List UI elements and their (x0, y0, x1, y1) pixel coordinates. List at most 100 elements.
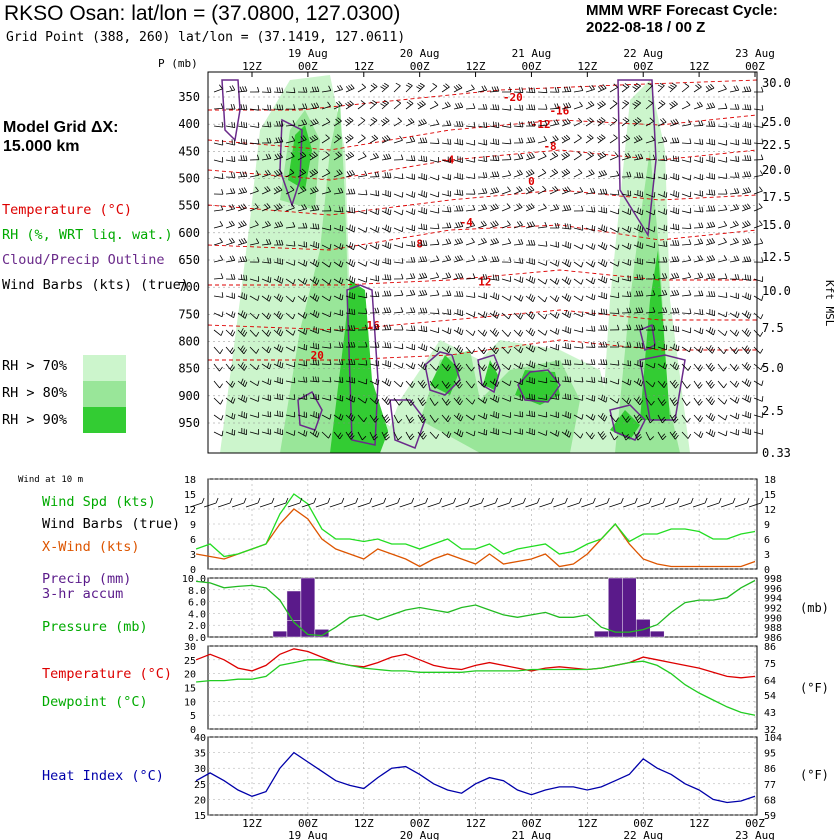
wind-barb-flag (458, 205, 461, 212)
wind-barb-staff (633, 311, 644, 314)
wind-barb-flag (638, 324, 641, 330)
wind-barb-staff (585, 104, 595, 110)
wind-barb (381, 241, 392, 249)
wind-barb-staff (717, 397, 725, 405)
wind-barb (405, 117, 415, 127)
wind-barb-flag (257, 86, 260, 93)
wind-barb-flag (557, 222, 560, 229)
wind-tick-left: 12 (184, 505, 196, 516)
wind-barb-flag (533, 120, 536, 127)
wind-barb-flag (374, 324, 377, 330)
wind-barb-flag (641, 381, 644, 387)
wind-barb-staff (213, 397, 221, 405)
wind-barb (645, 173, 656, 180)
wind-barb-flag (372, 434, 377, 439)
wind-barb-flag (386, 307, 389, 313)
wind-barb-staff (693, 259, 703, 263)
wind-barb (273, 360, 284, 369)
wind-barb-flag (701, 139, 704, 145)
legend-pressure: Pressure (mb) (42, 619, 148, 635)
wind-barb-flag (280, 347, 284, 353)
wind-barb-flag (637, 398, 642, 404)
wind-barb-staff (741, 175, 752, 178)
wind-barb (501, 396, 512, 402)
wind-barb-staff (429, 363, 437, 371)
wind-barb-flag (761, 257, 764, 263)
wind-barb-flag (587, 102, 593, 107)
wind-barb-flag (518, 329, 522, 335)
wind-barb-flag (565, 134, 571, 139)
wind-barb-flag (445, 83, 450, 88)
wind-barb-flag (241, 238, 245, 244)
wind-barb (333, 134, 342, 144)
wind-barb (285, 240, 296, 247)
wind-barb (297, 259, 308, 267)
wind-barb (477, 139, 488, 146)
wind-barb-staff (585, 261, 594, 268)
wind-barb-staff (453, 397, 461, 406)
wind-barb-staff (633, 102, 641, 110)
wind-barb (333, 309, 344, 317)
wind-barb (645, 117, 654, 127)
wind-barb (645, 273, 656, 280)
temp-contour-5 (208, 269, 757, 286)
wind-barb-staff (477, 431, 487, 436)
wind-barb-staff (609, 431, 615, 441)
wind-barb-staff (405, 329, 416, 332)
wind-barb-staff (393, 414, 399, 424)
wind-barb-flag (496, 256, 500, 262)
wind-barb-flag (657, 84, 663, 88)
wind-barb (729, 104, 740, 110)
wind-barb-staff (213, 363, 220, 372)
wind-barb (705, 83, 715, 93)
wind-barb (357, 170, 368, 178)
wind-barb-flag (744, 138, 747, 144)
wind-barb-flag (544, 314, 548, 320)
sfc-wind-barb (734, 502, 748, 508)
wind-barb-staff (525, 414, 535, 418)
wind-barb (249, 295, 260, 301)
wind-barb-flag (687, 433, 692, 439)
wind-barb-flag (316, 432, 320, 438)
wind-barb (285, 260, 296, 266)
wind-barb-staff (381, 414, 387, 423)
wind-barb-flag (497, 294, 500, 300)
wind-barb (441, 255, 452, 263)
wind-barb (225, 274, 236, 280)
wind-barb-staff (597, 414, 605, 422)
wind-barb (705, 327, 716, 336)
wind-barb-flag (219, 255, 224, 261)
wind-barb (465, 84, 475, 93)
wind-barb (657, 82, 665, 93)
sfc-wind-barb-flag (411, 497, 415, 504)
wind-barb-flag (672, 361, 676, 367)
wind-barb-staff (693, 227, 704, 229)
wind-barb (489, 345, 500, 355)
wind-barb-flag (233, 312, 236, 318)
wind-barb-flag (421, 432, 426, 438)
wind-barb-flag (758, 203, 763, 208)
wind-barb-flag (600, 117, 606, 121)
wind-barb (561, 309, 572, 318)
wind-barb-flag (401, 324, 404, 331)
wind-barb (741, 345, 752, 355)
wind-barb-staff (609, 103, 618, 110)
wind-barb (621, 225, 632, 233)
wind-barb-staff (417, 414, 423, 423)
wind-barb-staff (453, 87, 463, 93)
wind-barb-flag (386, 418, 391, 424)
wind-barb-staff (357, 431, 363, 441)
wind-barb-staff (693, 329, 703, 335)
wind-barb-flag (602, 435, 607, 440)
wind-barb-staff (321, 154, 330, 161)
rh-shade-8 (515, 370, 560, 405)
wind-barb (609, 117, 618, 127)
wind-barb (549, 429, 560, 437)
wind-barb-flag (735, 349, 739, 355)
wind-barb-staff (477, 380, 485, 388)
wind-barb-flag (436, 119, 440, 125)
wind-barb-flag (662, 381, 666, 387)
wind-barb-staff (453, 346, 461, 354)
wind-barb-flag (747, 104, 749, 110)
wind-barb-staff (213, 329, 222, 336)
